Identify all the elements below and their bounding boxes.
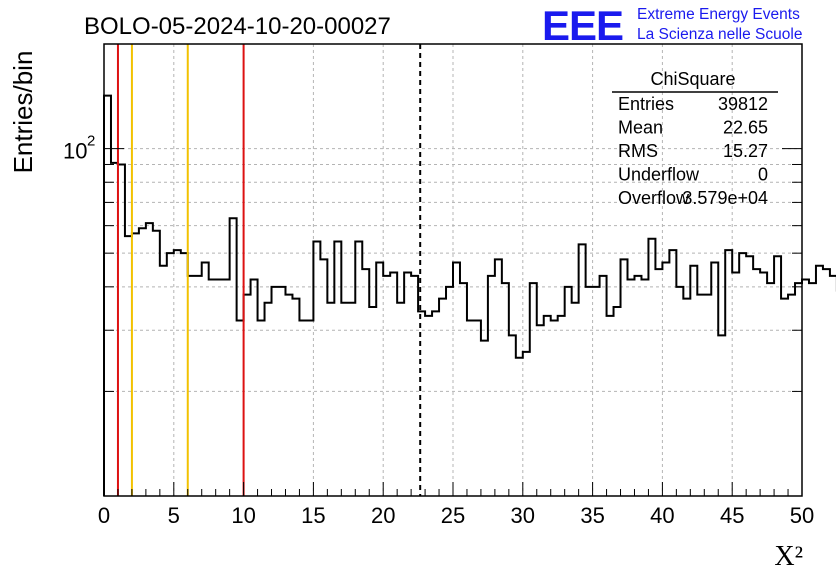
- stats-label: Mean: [618, 118, 663, 138]
- stats-value: 3.579e+04: [682, 188, 768, 208]
- stats-label: Overflow: [618, 188, 690, 208]
- y-axis-ticks: 10 2: [63, 43, 802, 392]
- eee-logo-mark: EEE: [542, 2, 623, 49]
- x-axis-label: X²: [774, 541, 803, 572]
- x-tick-label: 10: [231, 503, 255, 528]
- x-tick-label: 45: [720, 503, 744, 528]
- stats-label: Underflow: [618, 165, 700, 185]
- x-tick-label: 0: [98, 503, 110, 528]
- stats-value: 0: [758, 165, 768, 185]
- x-tick-label: 40: [650, 503, 674, 528]
- marker-lines: [116, 44, 422, 496]
- histogram: [103, 94, 836, 496]
- eee-logo: EEE Extreme Energy Events La Scienza nel…: [542, 2, 802, 49]
- x-axis-ticks: 0 5 10 15 20 25 30 35 40 45 50: [98, 482, 814, 528]
- stats-value: 22.65: [723, 118, 768, 138]
- logo-line-1: Extreme Energy Events: [637, 6, 800, 23]
- chart-title: BOLO-05-2024-10-20-00027: [84, 13, 391, 40]
- stats-rows: Entries 39812 Mean 22.65 RMS 15.27 Underflow 0 O…: [618, 94, 768, 208]
- stats-label: RMS: [618, 141, 658, 161]
- histogram-steps: [103, 94, 836, 496]
- stats-value: 39812: [718, 94, 768, 114]
- y-axis-label: Entries/bin: [8, 51, 38, 174]
- x-tick-label: 20: [371, 503, 395, 528]
- x-tick-label: 15: [301, 503, 325, 528]
- stats-value: 15.27: [723, 141, 768, 161]
- x-tick-label: 35: [580, 503, 604, 528]
- logo-line-2: La Scienza nelle Scuole: [637, 26, 802, 43]
- stats-box: ChiSquare Entries 39812 Mean 22.65 RMS 15.27 U…: [612, 69, 778, 208]
- grid-lines: [104, 44, 802, 496]
- x-tick-label: 50: [790, 503, 814, 528]
- stats-title: ChiSquare: [650, 69, 735, 89]
- x-tick-label: 5: [168, 503, 180, 528]
- y-tick-label-exponent: 2: [87, 133, 95, 150]
- y-tick-label-base: 10: [63, 139, 87, 164]
- x-tick-label: 30: [511, 503, 535, 528]
- x-tick-label: 25: [441, 503, 465, 528]
- stats-label: Entries: [618, 94, 674, 114]
